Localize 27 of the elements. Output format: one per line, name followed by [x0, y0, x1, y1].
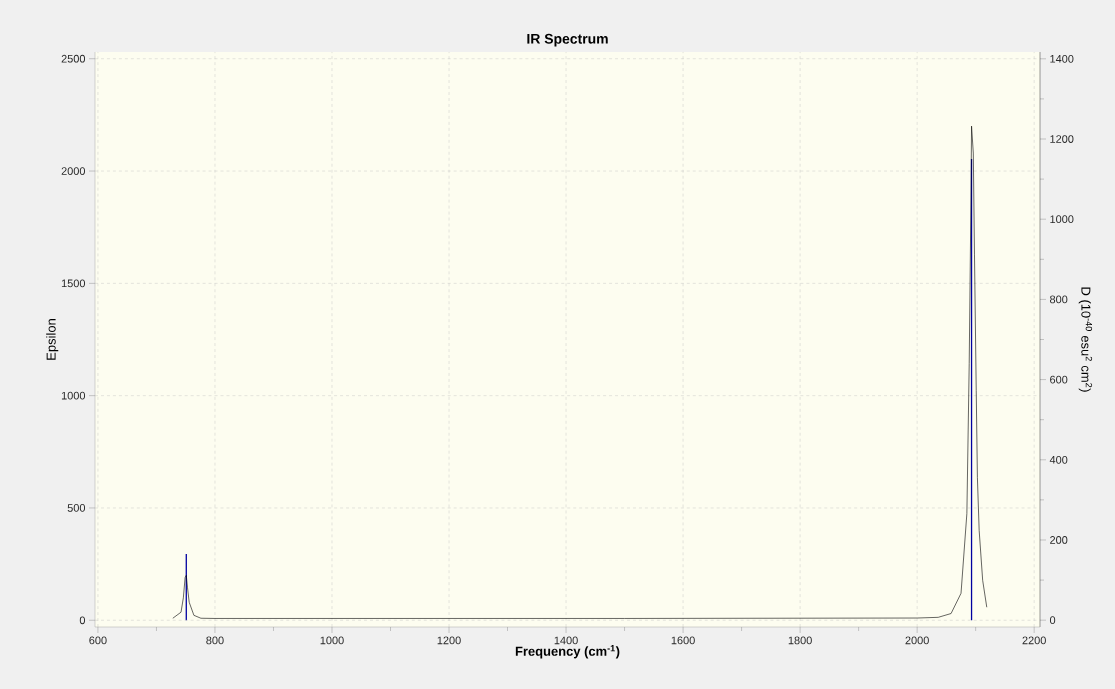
x-tick-label: 2000 — [905, 636, 929, 645]
y-tick-label: 1500 — [61, 279, 86, 288]
y2-tick-label: 600 — [1050, 375, 1068, 384]
chart-title: IR Spectrum — [527, 33, 608, 47]
x-tick-label: 1000 — [320, 636, 344, 645]
y2-tick-label: 800 — [1050, 295, 1068, 304]
x-tick-label: 1200 — [437, 636, 461, 645]
x-tick-label: 1800 — [788, 636, 812, 645]
y-tick-label: 2500 — [61, 54, 86, 63]
y2-tick-label: 1000 — [1050, 215, 1074, 224]
x-axis-title: Frequency (cm$^{-1}$) — [515, 645, 620, 659]
x-tick-label: 1400 — [554, 636, 578, 645]
y2-tick-label: 0 — [1049, 616, 1056, 625]
x-tick-label: 1600 — [671, 636, 695, 645]
x-tick-label: 2200 — [1022, 636, 1046, 645]
x-tick-label: 600 — [89, 636, 107, 645]
y-tick-label: 1000 — [61, 391, 86, 400]
y-tick-label: 2000 — [61, 167, 86, 175]
y2-tick-label: 1400 — [1050, 54, 1074, 63]
y2-tick-label: 200 — [1050, 536, 1068, 544]
y-axis-title: Epsilon — [46, 319, 59, 360]
y2-tick-label: 400 — [1049, 455, 1068, 464]
y2-tick-label: 1200 — [1050, 135, 1074, 143]
y-tick-label: 0 — [79, 616, 86, 625]
y2-axis-title: D (10$^{-40}$ esu$^{2}$ cm$^{2}$) — [1078, 287, 1093, 392]
y-tick-label: 500 — [67, 504, 86, 512]
x-tick-label: 800 — [206, 636, 224, 645]
